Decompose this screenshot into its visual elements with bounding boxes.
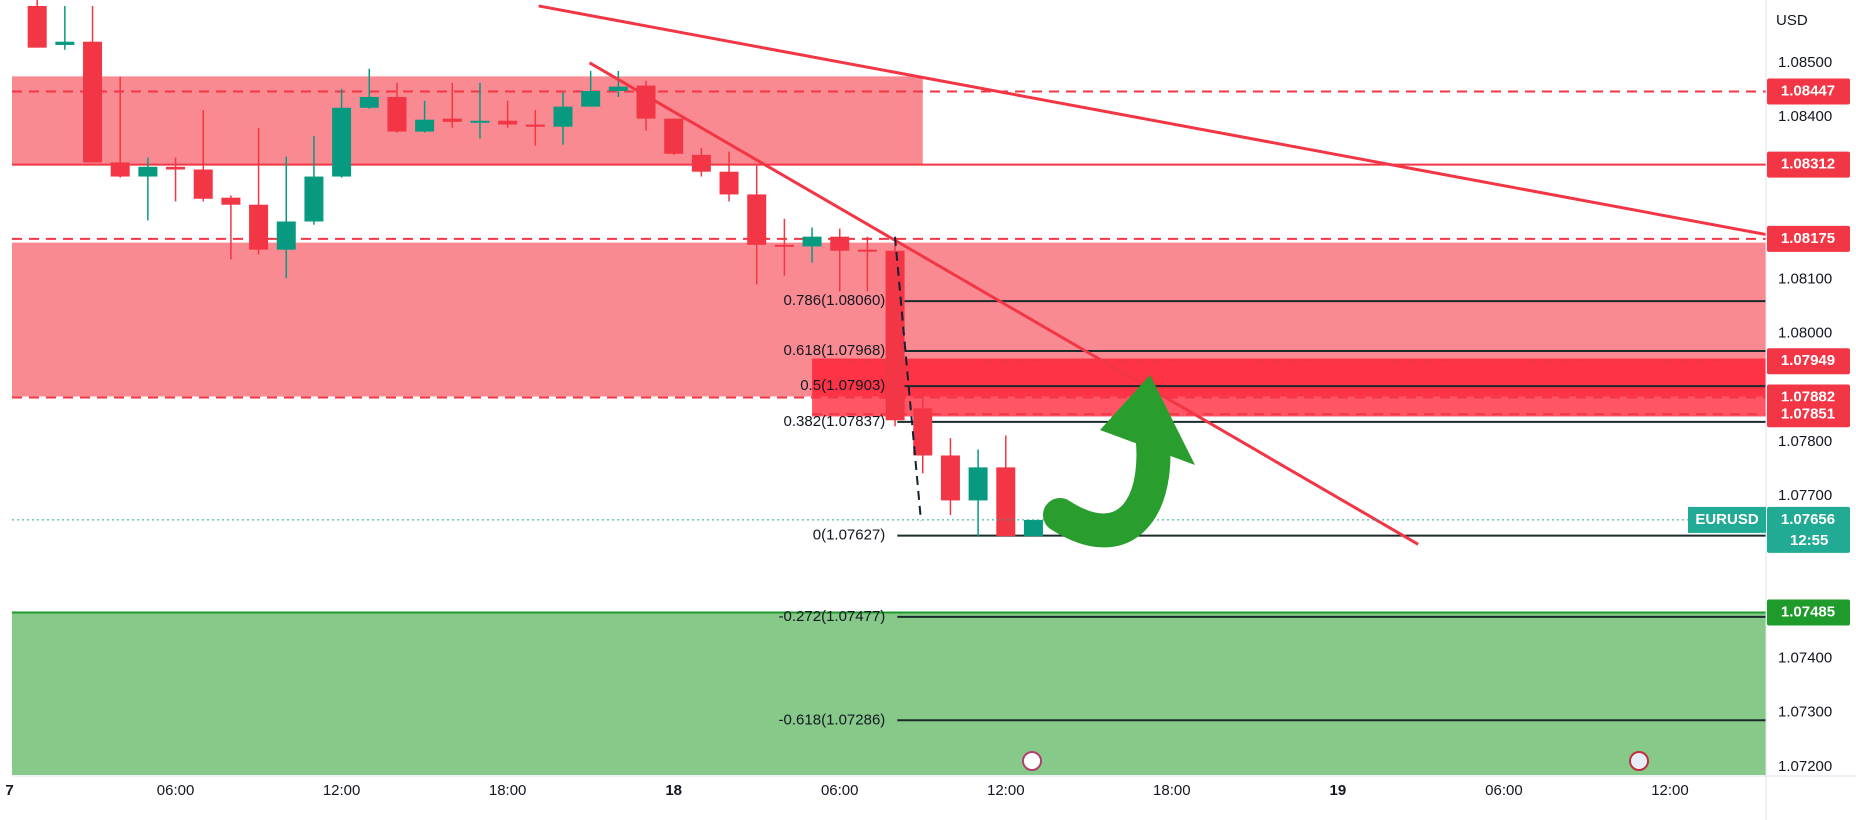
zone [812, 358, 1766, 417]
x-tick-label: 06:00 [157, 782, 195, 799]
candle-body [1023, 519, 1043, 537]
level-label-box [1767, 348, 1850, 375]
candle-body [221, 197, 241, 205]
candle-body [996, 467, 1016, 537]
fib-label: -0.272(1.07477) [779, 608, 886, 625]
event-icon[interactable] [1629, 751, 1649, 771]
candle-body [55, 41, 75, 45]
level-label: 1.08175 [1781, 230, 1835, 247]
current-price-box [1767, 506, 1850, 553]
x-tick-label: 12:00 [1651, 782, 1689, 799]
fib-label: 0.618(1.07968) [784, 342, 886, 359]
x-tick-label: 06:00 [1485, 782, 1523, 799]
candle-body [774, 244, 794, 247]
candle-body [249, 204, 269, 250]
event-icon[interactable] [1022, 751, 1042, 771]
x-tick-label: 7 [5, 782, 13, 799]
y-tick-label: 1.08500 [1778, 54, 1832, 71]
level-label-box [1767, 225, 1850, 252]
candle-body [608, 86, 628, 91]
candle-body [719, 171, 739, 195]
countdown-label: 12:55 [1790, 532, 1828, 549]
candle-body [857, 249, 877, 252]
candle-body [110, 162, 130, 177]
current-price-label: 1.07656 [1781, 511, 1835, 528]
candle-body [304, 176, 324, 222]
y-tick-label: 1.07800 [1778, 433, 1832, 450]
candle-body [913, 408, 933, 456]
level-label-box [1767, 599, 1850, 626]
candle-body [442, 118, 462, 122]
candle-body [885, 250, 905, 421]
symbol-box [1688, 506, 1766, 533]
candle-body [581, 90, 601, 107]
x-tick-label: 18:00 [1153, 782, 1191, 799]
level-label: 1.08312 [1781, 156, 1835, 173]
candle-body [498, 120, 518, 125]
x-tick-label: 12:00 [323, 782, 361, 799]
candle-body [664, 118, 684, 154]
fib-drag-line [894, 236, 922, 522]
candle-body [276, 221, 296, 250]
symbol-label: EURUSD [1695, 511, 1759, 528]
candle-body [470, 120, 490, 123]
candle-body [359, 96, 379, 108]
y-tick-label: 1.08100 [1778, 270, 1832, 287]
trendline [538, 4, 1766, 236]
level-label: 1.07485 [1781, 603, 1835, 620]
zone [12, 612, 1766, 775]
fib-label: 0.786(1.08060) [784, 292, 886, 309]
x-tick-label: 06:00 [821, 782, 859, 799]
candle-body [27, 5, 47, 48]
y-tick-label: 1.08000 [1778, 325, 1832, 342]
level-label-box [1767, 401, 1850, 428]
currency-label: USD [1776, 12, 1808, 29]
x-tick-label: 18 [665, 782, 682, 799]
y-tick-label: 1.07200 [1778, 758, 1832, 775]
y-tick-label: 1.07400 [1778, 650, 1832, 667]
candle-body [415, 119, 435, 132]
x-tick-label: 12:00 [987, 782, 1025, 799]
y-tick-label: 1.08400 [1778, 108, 1832, 125]
level-label: 1.08447 [1781, 82, 1835, 99]
level-label: 1.07851 [1781, 405, 1835, 422]
level-label: 1.07949 [1781, 352, 1835, 369]
candle-body [332, 107, 352, 177]
fib-label: 0.382(1.07837) [784, 413, 886, 430]
fib-label: -0.618(1.07286) [779, 711, 886, 728]
candle-body [968, 467, 988, 501]
candle-body [691, 154, 711, 172]
y-tick-label: 1.07700 [1778, 487, 1832, 504]
candle-body [830, 236, 850, 251]
level-label-box [1767, 78, 1850, 105]
candle-body [553, 106, 573, 127]
candle-body [138, 166, 158, 177]
arrow-head [1100, 375, 1195, 465]
plot-area: 0.786(1.08060) 0.618(1.07968) 0.5(1.07903)… [12, 0, 1766, 775]
candle-body [747, 194, 767, 245]
overlay [894, 236, 1649, 771]
candle-body [525, 124, 545, 127]
candle-body [940, 455, 960, 501]
candle-body [83, 41, 103, 163]
candle-body [387, 96, 407, 132]
candle-body [193, 169, 213, 199]
level-label-box [1767, 151, 1850, 178]
candle-body [802, 236, 822, 247]
trendline [588, 61, 1419, 546]
level-label: 1.07882 [1781, 388, 1835, 405]
fib-label: 0.5(1.07903) [800, 377, 885, 394]
x-tick-label: 19 [1330, 782, 1347, 799]
fib-label: 0(1.07627) [813, 527, 886, 544]
y-tick-label: 1.07300 [1778, 704, 1832, 721]
candle-body [166, 166, 186, 170]
zone [12, 76, 923, 165]
x-tick-label: 18:00 [489, 782, 527, 799]
